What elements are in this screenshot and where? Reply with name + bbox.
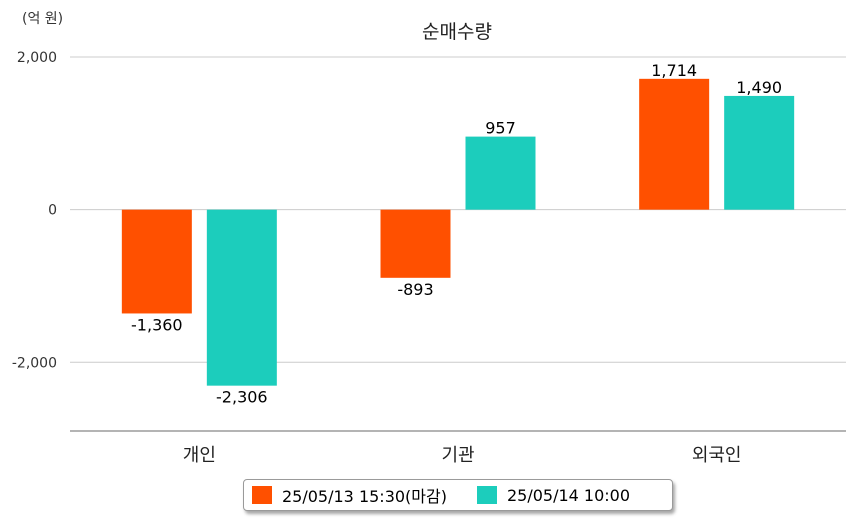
data-labels: -1,360 -893 1,714 -2,306 957 1,490 [131,61,782,407]
x-tick-label: 개인 [183,445,216,466]
data-label: 957 [485,119,516,138]
data-label: -893 [397,280,433,299]
bar-2-2[interactable] [465,136,536,210]
data-label: 1,714 [651,61,697,80]
data-label: -2,306 [216,388,268,407]
unit-label: (억 원) [22,11,63,27]
legend-label: 25/05/14 10:00 [506,485,631,505]
y-tick-label: 0 [48,203,57,219]
legend-item-series-2[interactable]: 25/05/14 10:00 [476,485,631,505]
bar-2-3[interactable] [724,95,795,210]
legend-swatch [252,486,272,504]
bar-1-1[interactable] [121,209,192,314]
data-label: 1,490 [736,78,782,97]
gridlines: 2,000 0 -2,000 [12,50,846,432]
data-label: -1,360 [131,315,183,334]
bar-1-3[interactable] [639,78,710,210]
x-tick-labels: 개인 기관 외국인 [183,445,742,466]
x-tick-label: 기관 [441,445,474,466]
y-tick-label: 2,000 [17,50,57,66]
legend: 25/05/13 15:30(마감) 25/05/14 10:00 [243,479,673,511]
bars [121,78,795,386]
chart-title: 순매수량 [422,21,492,43]
x-tick-label: 외국인 [692,445,742,466]
legend-item-series-1[interactable]: 25/05/13 15:30(마감) [252,483,447,507]
bar-1-2[interactable] [380,209,451,278]
y-tick-label: -2,000 [12,355,57,371]
bar-2-1[interactable] [206,209,277,386]
legend-label: 25/05/13 15:30(마감) [282,487,447,506]
legend-swatch [476,486,497,504]
